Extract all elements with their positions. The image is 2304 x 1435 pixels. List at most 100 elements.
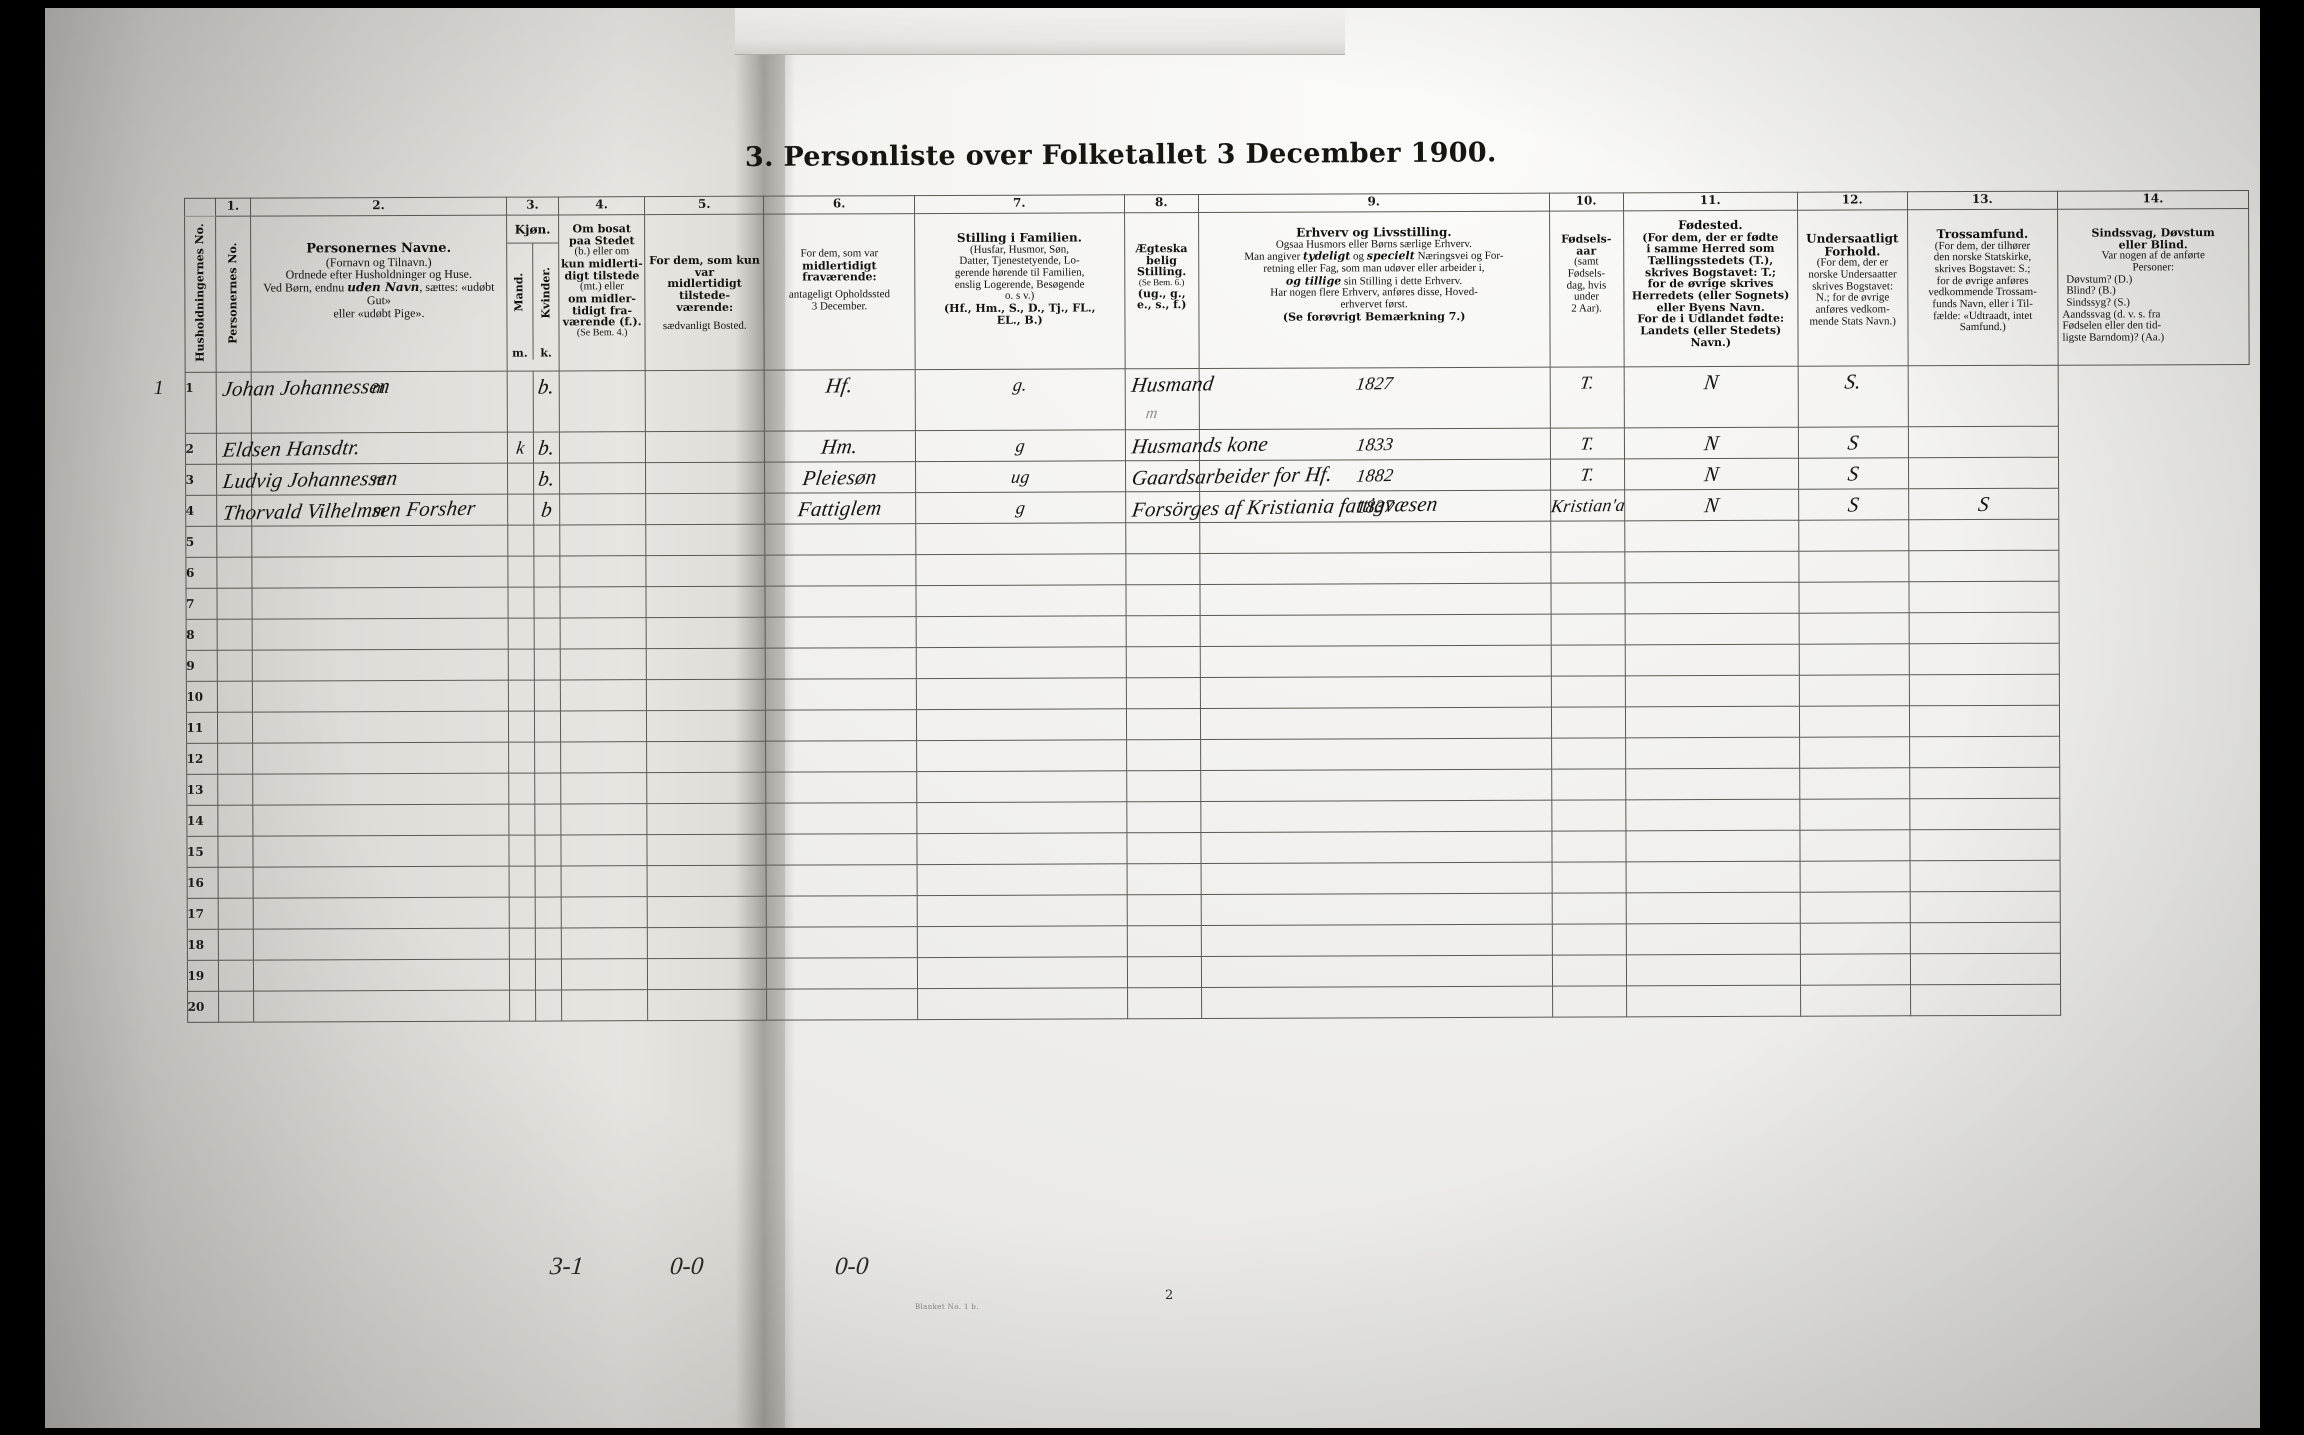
cell-birthplace[interactable] xyxy=(1552,985,1627,1018)
cell-temp-location[interactable] xyxy=(645,493,766,525)
cell-temp-location[interactable] xyxy=(647,958,767,990)
cell-temp-location[interactable] xyxy=(647,834,767,866)
cell-birth-year[interactable] xyxy=(1200,862,1552,895)
cell-occupation[interactable]: Husmandm xyxy=(1124,368,1215,430)
cell-birthplace[interactable]: T. xyxy=(1549,366,1624,429)
cell-marital-status[interactable] xyxy=(915,615,1127,648)
cell-disability[interactable] xyxy=(1909,860,2061,892)
cell-marital-status[interactable]: ug xyxy=(915,460,1126,493)
cell-family-position[interactable] xyxy=(766,740,917,773)
cell-birthplace[interactable]: T. xyxy=(1549,427,1625,460)
cell-citizenship[interactable] xyxy=(1625,706,1800,738)
cell-residence-status[interactable] xyxy=(534,772,562,805)
cell-person-no[interactable]: 1 xyxy=(184,372,216,434)
cell-disability[interactable] xyxy=(1910,953,2061,985)
cell-usual-residence[interactable] xyxy=(561,989,648,1021)
cell-disability[interactable]: S xyxy=(1908,488,2059,520)
cell-residence-status[interactable] xyxy=(534,617,561,650)
cell-family-position[interactable] xyxy=(766,926,918,959)
cell-occupation[interactable] xyxy=(1126,832,1201,864)
cell-birthplace[interactable] xyxy=(1550,675,1626,708)
cell-usual-residence[interactable] xyxy=(559,524,646,556)
cell-temp-location[interactable] xyxy=(646,741,767,773)
cell-sex-female[interactable] xyxy=(508,711,535,743)
cell-usual-residence[interactable] xyxy=(560,741,647,773)
cell-temp-location[interactable] xyxy=(647,865,767,897)
cell-disability[interactable] xyxy=(1908,519,2059,551)
cell-temp-location[interactable] xyxy=(646,803,767,835)
cell-citizenship[interactable] xyxy=(1625,768,1800,800)
cell-household-no[interactable] xyxy=(155,960,188,992)
cell-occupation[interactable] xyxy=(1126,894,1202,926)
cell-person-no[interactable]: 4 xyxy=(185,495,217,527)
cell-usual-residence[interactable] xyxy=(560,679,647,711)
cell-usual-residence[interactable] xyxy=(559,370,646,432)
cell-occupation[interactable] xyxy=(1126,770,1201,802)
cell-citizenship[interactable] xyxy=(1624,644,1800,676)
cell-religion[interactable] xyxy=(1798,612,1909,645)
cell-family-position[interactable] xyxy=(766,988,918,1021)
cell-sex-female[interactable] xyxy=(509,990,536,1022)
cell-occupation[interactable] xyxy=(1126,739,1201,771)
cell-birthplace[interactable] xyxy=(1550,551,1625,584)
cell-name[interactable] xyxy=(217,743,254,775)
cell-sex-female[interactable] xyxy=(507,525,534,557)
cell-disability[interactable] xyxy=(1908,612,2060,644)
cell-marital-status[interactable] xyxy=(917,925,1128,958)
cell-name[interactable]: Johan Johannessen xyxy=(215,372,391,434)
cell-disability[interactable] xyxy=(1909,736,2060,768)
cell-marital-status[interactable] xyxy=(917,956,1128,989)
cell-person-no[interactable]: 10 xyxy=(185,681,217,713)
cell-birth-year[interactable] xyxy=(1201,924,1553,957)
cell-marital-status[interactable] xyxy=(916,677,1127,710)
cell-occupation[interactable]: Forsörges af Kristiania fattigvæsen xyxy=(1125,491,1439,523)
cell-sex-female[interactable] xyxy=(507,618,535,650)
cell-birth-year[interactable] xyxy=(1199,521,1551,554)
cell-birth-year[interactable]: 1837 xyxy=(1199,490,1551,523)
cell-religion[interactable] xyxy=(1800,953,1911,986)
cell-family-position[interactable]: Fattiglem xyxy=(765,492,916,525)
cell-name[interactable] xyxy=(216,650,253,682)
cell-occupation[interactable] xyxy=(1125,615,1201,647)
cell-residence-status[interactable] xyxy=(535,896,562,929)
cell-residence-status[interactable] xyxy=(534,679,561,712)
cell-religion[interactable] xyxy=(1798,550,1909,583)
cell-usual-residence[interactable] xyxy=(560,555,647,587)
cell-name[interactable] xyxy=(216,619,253,651)
cell-household-no[interactable]: 1 xyxy=(153,372,185,434)
cell-marital-status[interactable]: g xyxy=(915,491,1126,524)
cell-person-no[interactable]: 19 xyxy=(186,960,219,992)
cell-marital-status[interactable] xyxy=(916,739,1127,772)
cell-disability[interactable] xyxy=(1909,798,2060,830)
cell-sex-female[interactable] xyxy=(506,371,534,433)
cell-birth-year[interactable] xyxy=(1200,707,1552,740)
cell-family-position[interactable]: Pleiesøn xyxy=(764,461,916,494)
cell-citizenship[interactable]: N xyxy=(1624,458,1799,490)
cell-household-no[interactable] xyxy=(154,650,186,682)
cell-temp-location[interactable] xyxy=(646,586,766,618)
cell-sex-female[interactable] xyxy=(507,463,534,495)
cell-name[interactable] xyxy=(217,805,254,837)
cell-usual-residence[interactable] xyxy=(561,927,648,959)
cell-household-no[interactable] xyxy=(155,836,187,868)
cell-occupation[interactable] xyxy=(1127,987,1202,1019)
cell-sex-female[interactable] xyxy=(508,835,535,867)
cell-disability[interactable] xyxy=(1907,426,2059,458)
cell-name[interactable]: Eldsen Hansdtr. xyxy=(215,433,361,465)
cell-family-position[interactable] xyxy=(766,957,918,990)
cell-name[interactable] xyxy=(216,588,253,620)
cell-marital-status[interactable] xyxy=(916,832,1127,865)
cell-residence-status[interactable] xyxy=(533,524,561,557)
cell-religion[interactable] xyxy=(1799,860,1910,893)
cell-sex-female[interactable] xyxy=(508,928,536,960)
cell-religion[interactable] xyxy=(1799,643,1909,676)
cell-family-position[interactable]: Hf. xyxy=(764,369,916,432)
cell-name[interactable] xyxy=(218,991,254,1023)
cell-occupation[interactable] xyxy=(1126,677,1201,709)
cell-sex-female[interactable] xyxy=(508,742,535,774)
cell-religion[interactable] xyxy=(1799,736,1910,769)
cell-birth-year[interactable] xyxy=(1200,800,1552,833)
cell-household-no[interactable] xyxy=(153,433,186,465)
cell-family-position[interactable] xyxy=(765,647,917,680)
cell-temp-location[interactable] xyxy=(646,679,766,711)
